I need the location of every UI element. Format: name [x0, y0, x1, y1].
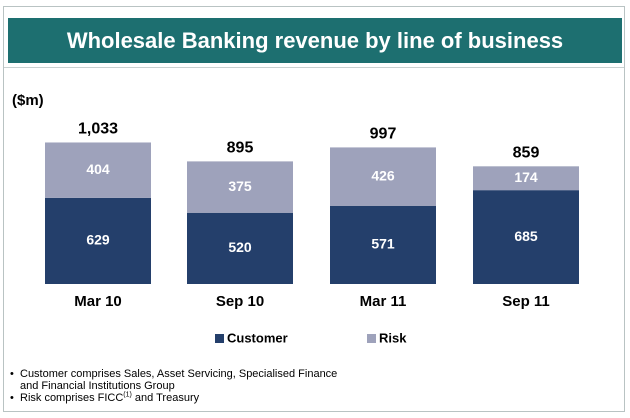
x-tick-label: Mar 10 [74, 293, 122, 310]
total-label: 997 [370, 126, 397, 143]
data-label: 629 [86, 232, 110, 248]
bar-segment [473, 166, 579, 191]
total-label: 1,033 [78, 121, 118, 138]
notes: Customer comprises Sales, Asset Servicin… [10, 368, 340, 404]
data-label: 404 [86, 161, 110, 177]
bar-segment [187, 212, 293, 284]
data-label: 685 [514, 228, 538, 244]
bar-segment [187, 161, 293, 213]
total-label: 895 [227, 140, 254, 157]
note-text: and Treasury [131, 392, 200, 404]
legend-swatch [367, 334, 376, 343]
data-label: 426 [371, 167, 395, 183]
x-tick-label: Sep 10 [216, 293, 264, 310]
data-label: 520 [228, 239, 252, 255]
x-tick-label: Sep 11 [502, 293, 550, 310]
bar-segment [45, 197, 151, 284]
legend-label: Risk [379, 330, 407, 345]
legend-swatch [215, 334, 224, 343]
data-label: 375 [228, 178, 252, 194]
x-tick-label: Mar 11 [360, 293, 407, 310]
bar-segment [45, 142, 151, 198]
bar-segment [473, 190, 579, 284]
frame [3, 6, 625, 412]
note-text: Customer comprises Sales, Asset Servicin… [20, 368, 338, 392]
legend-label: Customer [227, 330, 288, 345]
y-axis-label: ($m) [12, 92, 44, 109]
data-label: 571 [371, 236, 395, 252]
separator [4, 67, 624, 68]
note: Customer comprises Sales, Asset Servicin… [10, 368, 340, 392]
total-label: 859 [513, 145, 540, 162]
note-text: Risk comprises FICC [20, 392, 124, 404]
note: Risk comprises FICC(1) and Treasury [10, 391, 340, 404]
note-superscript: (1) [123, 391, 132, 399]
bar-segment [330, 147, 436, 206]
chart-title: Wholesale Banking revenue by line of bus… [8, 18, 622, 63]
bar-segment [330, 205, 436, 284]
data-label: 174 [514, 169, 538, 185]
